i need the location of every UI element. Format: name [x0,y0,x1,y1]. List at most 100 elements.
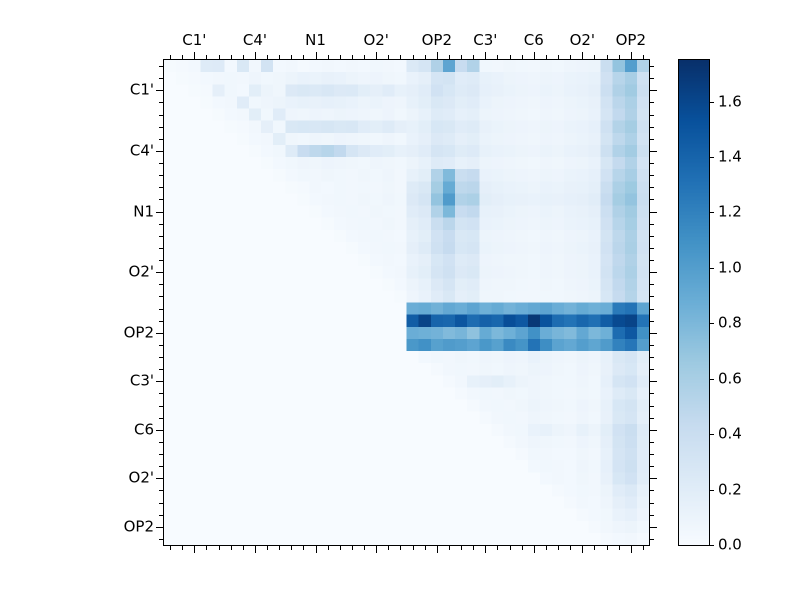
y-tick-mark [650,466,654,468]
x-tick-mark [364,55,366,59]
x-tick-mark [412,55,414,59]
y-tick-mark [159,538,163,540]
x-tick-mark [424,55,426,59]
colorbar-tick-mark [710,101,714,103]
colorbar-tick-label: 1.2 [718,202,742,221]
y-tick-mark [650,102,654,104]
y-tick-mark [650,526,657,528]
y-tick-mark [650,211,657,213]
x-tick-label: C1' [182,31,207,49]
x-tick-mark [558,546,560,550]
colorbar-tick-mark [710,323,714,325]
x-tick-mark [642,546,644,550]
y-tick-mark [159,502,163,504]
y-tick-mark [159,308,163,310]
y-tick-mark [650,296,654,298]
y-tick-mark [650,381,657,383]
colorbar-gradient [679,60,709,545]
y-tick-mark [650,538,654,540]
x-tick-mark [170,546,172,550]
y-tick-mark [650,260,654,262]
x-tick-mark [497,546,499,550]
x-tick-mark [242,546,244,550]
colorbar-tick-mark [710,378,714,380]
x-tick-label: O2' [363,31,389,49]
colorbar-tick-label: 1.6 [718,92,742,111]
x-tick-mark [461,546,463,550]
y-tick-label: O2' [128,262,154,281]
x-tick-mark [570,55,572,59]
colorbar-tick-mark [710,545,714,546]
y-tick-mark [650,187,654,189]
x-tick-mark [606,55,608,59]
y-tick-label: C6 [133,420,154,439]
x-tick-mark [315,52,317,59]
x-tick-mark [364,546,366,550]
x-tick-mark [497,55,499,59]
x-tick-mark [582,52,584,59]
y-tick-mark [156,90,163,92]
x-tick-label: OP2 [615,31,647,49]
y-tick-mark [650,429,657,431]
x-tick-label: C3' [473,31,498,49]
colorbar-tick-mark [710,434,714,436]
x-tick-label: O2' [569,31,596,49]
x-tick-label: C6 [523,31,544,49]
y-tick-mark [159,247,163,249]
y-tick-mark [159,260,163,262]
x-tick-mark [545,55,547,59]
colorbar-tick-mark [710,212,714,214]
y-tick-mark [159,163,163,165]
y-tick-mark [650,320,654,322]
x-tick-mark [533,52,535,59]
x-tick-mark [218,546,220,550]
colorbar-tick-label: 0.4 [718,424,742,443]
x-tick-mark [448,55,450,59]
x-tick-mark [182,55,184,59]
y-tick-mark [159,393,163,395]
y-tick-label: O2' [128,468,154,487]
y-tick-mark [156,211,163,213]
y-tick-mark [650,90,657,92]
x-tick-mark [242,55,244,59]
y-tick-mark [650,175,654,177]
x-tick-mark [412,546,414,550]
y-tick-label: C4' [129,141,154,160]
x-tick-mark [291,55,293,59]
x-tick-mark [218,55,220,59]
y-tick-mark [650,284,654,286]
y-tick-mark [650,332,657,334]
x-tick-mark [545,546,547,550]
x-tick-mark [400,546,402,550]
y-tick-mark [650,344,654,346]
x-tick-mark [558,55,560,59]
x-tick-mark [279,55,281,59]
y-tick-mark [159,138,163,140]
x-tick-mark [436,546,438,553]
x-tick-mark [448,546,450,550]
y-tick-mark [156,272,163,274]
x-tick-mark [303,55,305,59]
x-tick-mark [388,55,390,59]
y-tick-mark [650,393,654,395]
y-tick-label: OP2 [123,517,154,536]
x-tick-mark [606,546,608,550]
y-tick-mark [650,223,654,225]
y-tick-mark [159,126,163,128]
y-tick-label: C1' [129,80,154,99]
y-tick-mark [156,429,163,431]
y-tick-mark [159,344,163,346]
x-tick-mark [351,55,353,59]
y-tick-mark [650,247,654,249]
y-tick-mark [650,163,654,165]
x-tick-mark [376,546,378,553]
x-tick-mark [424,546,426,550]
x-tick-mark [194,546,196,553]
y-tick-mark [650,308,654,310]
y-tick-mark [650,199,654,201]
colorbar-tick-mark [710,489,714,491]
colorbar-tick-label: 0.2 [718,480,742,499]
heatmap-axes: C1' C4' N1 O2' OP2 C3' C6 O2' OP2 C1' C4' N1 O2' OP2… [124,33,657,553]
y-tick-mark [159,66,163,68]
x-tick-mark [388,546,390,550]
